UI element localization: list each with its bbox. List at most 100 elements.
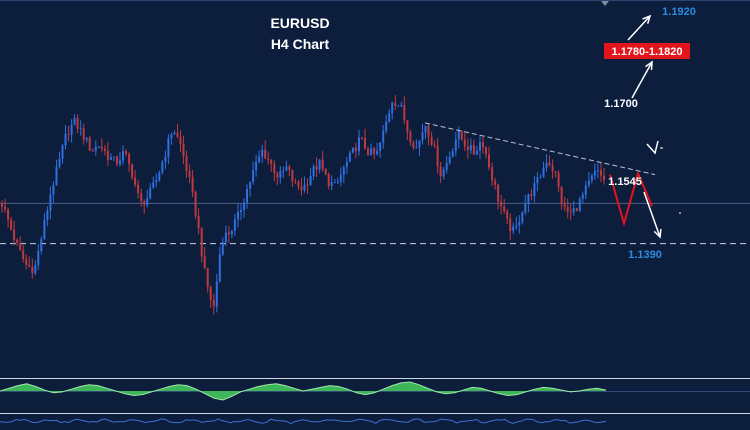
candle-body (445, 163, 448, 170)
candle-body (370, 148, 373, 156)
candle-body (309, 176, 312, 185)
projection-path (609, 170, 653, 228)
candle-body (376, 150, 379, 155)
candle-body (73, 118, 76, 125)
candle-body (551, 165, 554, 172)
candle-body (442, 169, 445, 177)
candle-body (388, 113, 391, 122)
projection-group (609, 140, 659, 228)
candle-body (215, 281, 218, 307)
candle-body (512, 226, 515, 231)
candle-body (227, 232, 230, 235)
candle-body (167, 138, 170, 157)
candle-body (494, 180, 497, 185)
candle-body (491, 167, 494, 181)
candle-body (457, 130, 460, 140)
candle-body (451, 151, 454, 158)
candle-body (460, 130, 463, 140)
candle-body (391, 102, 394, 114)
candle-body (88, 137, 91, 151)
candle-body (600, 170, 602, 176)
candle-body (358, 137, 360, 152)
arrow-up-upper-icon-shaft (627, 15, 651, 41)
candle-body (125, 151, 127, 155)
candle-body (533, 183, 536, 197)
candle-body (22, 250, 25, 259)
candle-body (433, 144, 436, 146)
candle-body (339, 174, 342, 182)
candle-body (109, 157, 112, 160)
candle-body (500, 201, 503, 207)
candle-body (548, 162, 551, 166)
candle-body (37, 251, 40, 266)
candle-body (560, 186, 563, 205)
candle-body (243, 202, 245, 210)
oscillator-area (0, 381, 607, 401)
candle-body (7, 209, 10, 220)
candle-body (188, 170, 191, 177)
candle-body (379, 142, 382, 151)
candle-body (479, 142, 481, 151)
candle-body (439, 166, 442, 177)
candle-body (415, 147, 418, 149)
candle-body (97, 146, 100, 148)
arrow-up-upper-icon-head (642, 14, 652, 24)
descending-trendline (424, 122, 656, 176)
candle-body (4, 206, 6, 210)
candle-body (596, 170, 599, 172)
candle-body (542, 167, 545, 178)
candle-body (194, 192, 197, 216)
candle-body (152, 182, 155, 188)
candle-body (185, 156, 188, 171)
candle-body (100, 146, 103, 149)
candle-body (403, 105, 406, 121)
candle-body (40, 239, 43, 251)
candle-body (273, 163, 276, 174)
oscillator-panel (0, 378, 750, 424)
candle-body (206, 268, 209, 287)
candle-body (258, 156, 261, 162)
arrow-down-icon-shaft (643, 191, 661, 238)
candle-body (590, 175, 593, 181)
candles (1, 95, 605, 315)
candle-body (197, 216, 200, 229)
candle-body (336, 181, 339, 183)
candle-body (94, 146, 97, 152)
chart-title: EURUSD (270, 15, 329, 31)
oscillator-line (0, 381, 607, 401)
candle-body (43, 220, 46, 240)
candle-body (252, 170, 255, 182)
candle-body (158, 172, 161, 181)
candle-body (354, 147, 357, 152)
candle-body (394, 102, 397, 106)
candle-body (128, 154, 131, 165)
candle-body (218, 254, 221, 282)
arrow-up-lower-icon-shaft (631, 61, 653, 99)
zone-label-text: 1.1780-1.1820 (612, 46, 683, 58)
candle-body (436, 145, 439, 167)
candle-body (31, 266, 34, 274)
candle-body (155, 180, 158, 182)
candle-body (385, 121, 388, 131)
candle-body (554, 171, 557, 173)
candle-body (34, 265, 37, 274)
candle-body (421, 132, 424, 141)
candle-body (578, 198, 581, 212)
candle-body (116, 156, 118, 165)
candle-body (13, 229, 16, 240)
trendline-group (424, 122, 656, 176)
candle-body (230, 230, 233, 235)
candle-body (324, 168, 327, 175)
candle-body (237, 212, 239, 220)
candle-body (61, 145, 64, 159)
candle-body (64, 133, 67, 146)
candle-body (46, 210, 49, 221)
candle-body (536, 177, 539, 184)
candle-body (518, 222, 521, 226)
candle-body (203, 256, 206, 269)
candle-body (291, 169, 294, 182)
candle-body (28, 264, 31, 267)
candle-body (303, 184, 306, 191)
candle-body (297, 181, 300, 187)
